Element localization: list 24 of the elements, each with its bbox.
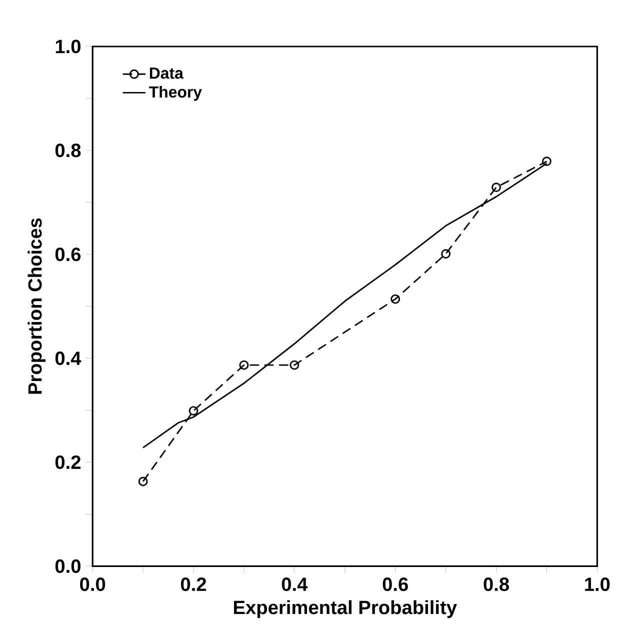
legend-label: Theory xyxy=(149,86,202,101)
x-tick-label: 0.2 xyxy=(180,578,206,592)
point xyxy=(188,406,198,416)
point xyxy=(492,182,501,192)
y-tick-label: 0.8 xyxy=(55,144,81,158)
x-axis-title: Experimental Probability xyxy=(234,600,457,618)
y-axis-title: Proportion Choices xyxy=(28,218,46,394)
x-tick-label: 0.6 xyxy=(382,578,408,592)
point xyxy=(441,249,450,259)
y-tick-label: 0.0 xyxy=(55,559,80,573)
legend-label: Data xyxy=(150,68,184,79)
y-tick-label: 0.2 xyxy=(55,455,80,470)
point xyxy=(290,360,300,370)
point xyxy=(390,294,400,304)
y-tick-label: 0.6 xyxy=(55,248,81,262)
x-tick-label: 0.4 xyxy=(282,578,308,592)
x-tick-label: 0.8 xyxy=(484,578,509,592)
point xyxy=(239,360,249,370)
x-tick-label: 1.0 xyxy=(585,578,610,592)
y-tick-label: 1.0 xyxy=(56,40,80,54)
y-tick-label: 0.4 xyxy=(55,352,82,366)
point xyxy=(138,476,148,486)
x-tick-label: 0.0 xyxy=(80,578,106,592)
point xyxy=(542,156,552,166)
